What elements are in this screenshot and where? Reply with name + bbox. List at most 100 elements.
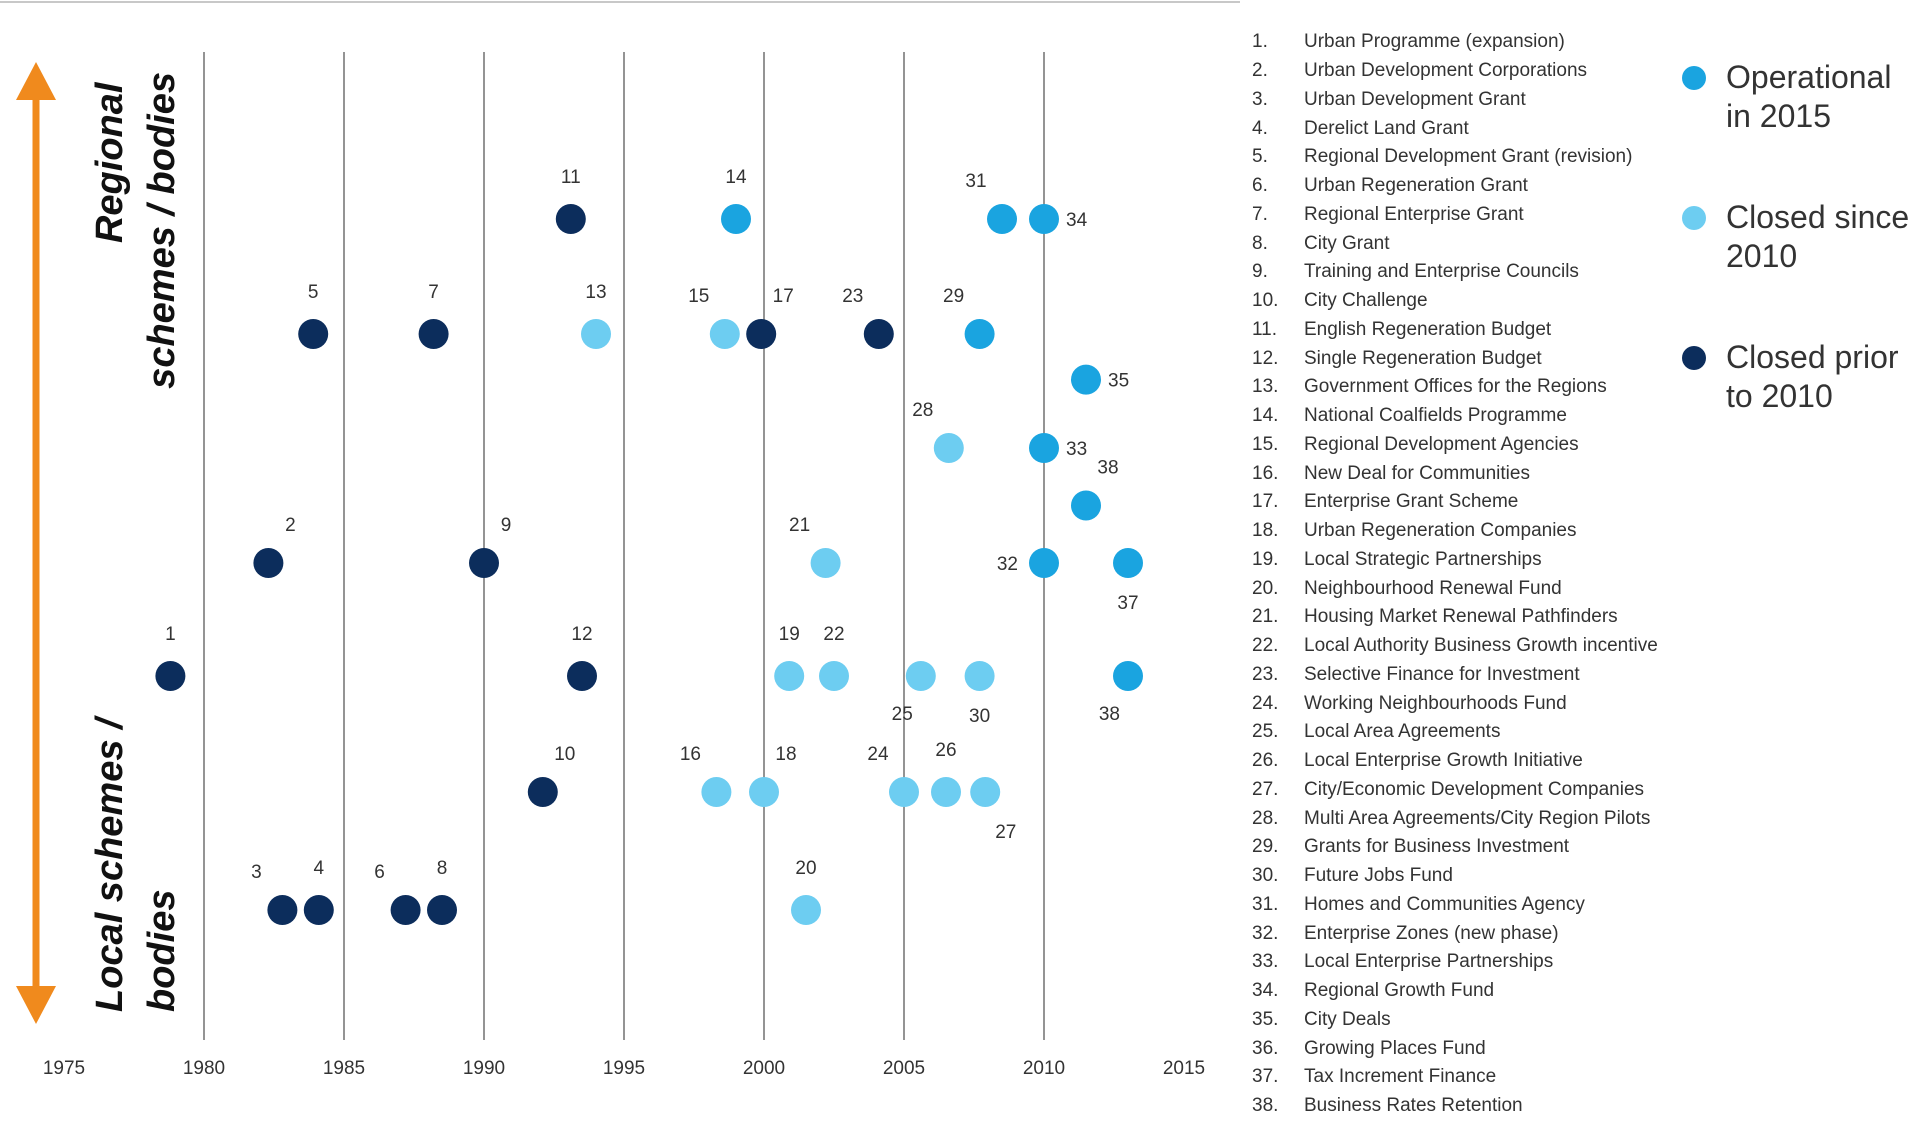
- legend-label-closed-since-2010: Closed since 2010: [1726, 199, 1910, 274]
- point-label: 24: [867, 744, 889, 765]
- point-label: 6: [374, 862, 385, 883]
- point-36: [1071, 490, 1101, 521]
- point-label: 11: [561, 167, 581, 188]
- scheme-list-item: 8. City Grant: [1252, 229, 1658, 258]
- scheme-list-item: 15. Regional Development Agencies: [1252, 431, 1658, 460]
- legend-dot-closed-prior: [1682, 346, 1706, 370]
- scheme-list-item: 21. Housing Market Renewal Pathfinders: [1252, 603, 1658, 632]
- scheme-list-item: 34. Regional Growth Fund: [1252, 977, 1658, 1006]
- scheme-list-item: 5. Regional Development Grant (revision): [1252, 143, 1658, 172]
- point-17: [746, 319, 777, 349]
- scheme-name: Regional Enterprise Grant: [1304, 203, 1524, 225]
- scheme-name: Regional Development Agencies: [1304, 433, 1579, 455]
- point-6: [390, 895, 421, 925]
- scheme-name: Urban Regeneration Grant: [1304, 175, 1528, 197]
- scheme-list-item: 16. New Deal for Communities: [1252, 459, 1658, 488]
- point-34: [1029, 204, 1059, 234]
- scheme-list-item: 20. Neighbourhood Renewal Fund: [1252, 574, 1658, 603]
- scheme-list-item: 12. Single Regeneration Budget: [1252, 344, 1658, 373]
- scheme-number: 4.: [1252, 117, 1268, 139]
- point-15: [709, 319, 740, 349]
- x-tick-label: 1985: [323, 1058, 365, 1079]
- point-label: 35: [1108, 371, 1129, 392]
- scheme-name: National Coalfields Programme: [1304, 405, 1567, 427]
- scheme-list-item: 11. English Regeneration Budget: [1252, 316, 1658, 345]
- point-label: 21: [789, 515, 810, 536]
- point-8: [427, 895, 457, 925]
- legend-label-closed-prior: Closed prior to 2010: [1726, 339, 1899, 414]
- local-label: Local schemes / bodies: [89, 708, 183, 1012]
- legend-operational: Operational in 2015: [1682, 58, 1911, 136]
- vertical-scope-arrow: [16, 62, 56, 1024]
- point-label: 16: [680, 744, 701, 765]
- point-label: 3: [251, 862, 262, 883]
- point-label: 30: [969, 706, 990, 727]
- scheme-name: Urban Programme (expansion): [1304, 31, 1565, 53]
- scheme-list-item: 27. City/Economic Development Companies: [1252, 776, 1658, 805]
- scheme-name: Local Enterprise Partnerships: [1304, 951, 1554, 973]
- scheme-number: 22.: [1252, 635, 1279, 657]
- scheme-list-item: 35. City Deals: [1252, 1006, 1658, 1035]
- scheme-number: 13.: [1252, 376, 1279, 398]
- x-tick-label: 2005: [883, 1058, 925, 1079]
- point-label: 31: [965, 171, 986, 192]
- point-25: [905, 661, 936, 691]
- scheme-list-item: 17. Enterprise Grant Scheme: [1252, 488, 1658, 517]
- scheme-number: 27.: [1252, 778, 1279, 800]
- x-tick-label: 2010: [1023, 1058, 1065, 1079]
- point-35: [1071, 364, 1101, 395]
- timeline-chart: 1975 1980 1985 1990 1995 2000 2005 2010 2015 Reg…: [0, 1, 1240, 1079]
- point-31: [987, 204, 1017, 234]
- point-label: 17: [773, 286, 794, 307]
- scheme-number: 19.: [1252, 548, 1279, 570]
- regional-label: Regional schemes / bodies: [89, 72, 183, 389]
- point-23: [863, 319, 894, 349]
- x-tick-label: 2015: [1163, 1058, 1205, 1079]
- scheme-name: City Grant: [1304, 232, 1390, 254]
- scheme-number: 16.: [1252, 462, 1279, 484]
- scheme-number: 38.: [1252, 1095, 1279, 1117]
- scheme-list-item: 13. Government Offices for the Regions: [1252, 373, 1658, 402]
- point-12: [567, 661, 597, 691]
- point-22: [819, 661, 849, 691]
- point-37: [1113, 548, 1143, 578]
- point-label: 8: [437, 858, 448, 879]
- scheme-number: 33.: [1252, 951, 1279, 973]
- x-tick-label: 2000: [743, 1058, 785, 1079]
- point-14: [721, 204, 751, 234]
- point-label: 27: [995, 822, 1016, 843]
- scheme-list-item: 25. Local Area Agreements: [1252, 718, 1658, 747]
- scheme-number: 17.: [1252, 491, 1279, 513]
- scheme-number: 29.: [1252, 836, 1279, 858]
- scheme-number: 18.: [1252, 520, 1279, 542]
- point-27: [970, 777, 1001, 807]
- scheme-name: Single Regeneration Budget: [1304, 347, 1542, 369]
- point-label: 12: [571, 624, 592, 645]
- scheme-name: New Deal for Communities: [1304, 462, 1530, 484]
- scheme-list: 1. Urban Programme (expansion) 2. Urban Dev…: [1252, 28, 1658, 1121]
- scheme-list-item: 3. Urban Development Grant: [1252, 86, 1658, 115]
- point-label: 9: [501, 515, 512, 536]
- point-label: 28: [912, 400, 933, 421]
- point-10: [527, 777, 558, 807]
- point-13: [581, 319, 611, 349]
- scheme-number: 14.: [1252, 405, 1279, 427]
- scheme-list-item: 29. Grants for Business Investment: [1252, 833, 1658, 862]
- scheme-number: 6.: [1252, 175, 1268, 197]
- scheme-name: Local Enterprise Growth Initiative: [1304, 750, 1583, 772]
- point-label: 2: [285, 515, 296, 536]
- point-label: 32: [997, 554, 1018, 575]
- scheme-number: 7.: [1252, 203, 1268, 225]
- scheme-number: 9.: [1252, 261, 1268, 283]
- point-32: [1029, 548, 1059, 578]
- point-label: 14: [725, 167, 747, 188]
- scheme-name: Tax Increment Finance: [1304, 1066, 1497, 1088]
- scheme-list-item: 32. Enterprise Zones (new phase): [1252, 919, 1658, 948]
- legend-dot-operational: [1682, 66, 1706, 90]
- scheme-name: Urban Development Grant: [1304, 88, 1526, 110]
- scheme-list-item: 28. Multi Area Agreements/City Region Pil…: [1252, 804, 1658, 833]
- point-26: [931, 777, 961, 807]
- scheme-list-item: 4. Derelict Land Grant: [1252, 114, 1658, 143]
- scheme-list-item: 1. Urban Programme (expansion): [1252, 28, 1658, 57]
- scheme-number: 36.: [1252, 1037, 1279, 1059]
